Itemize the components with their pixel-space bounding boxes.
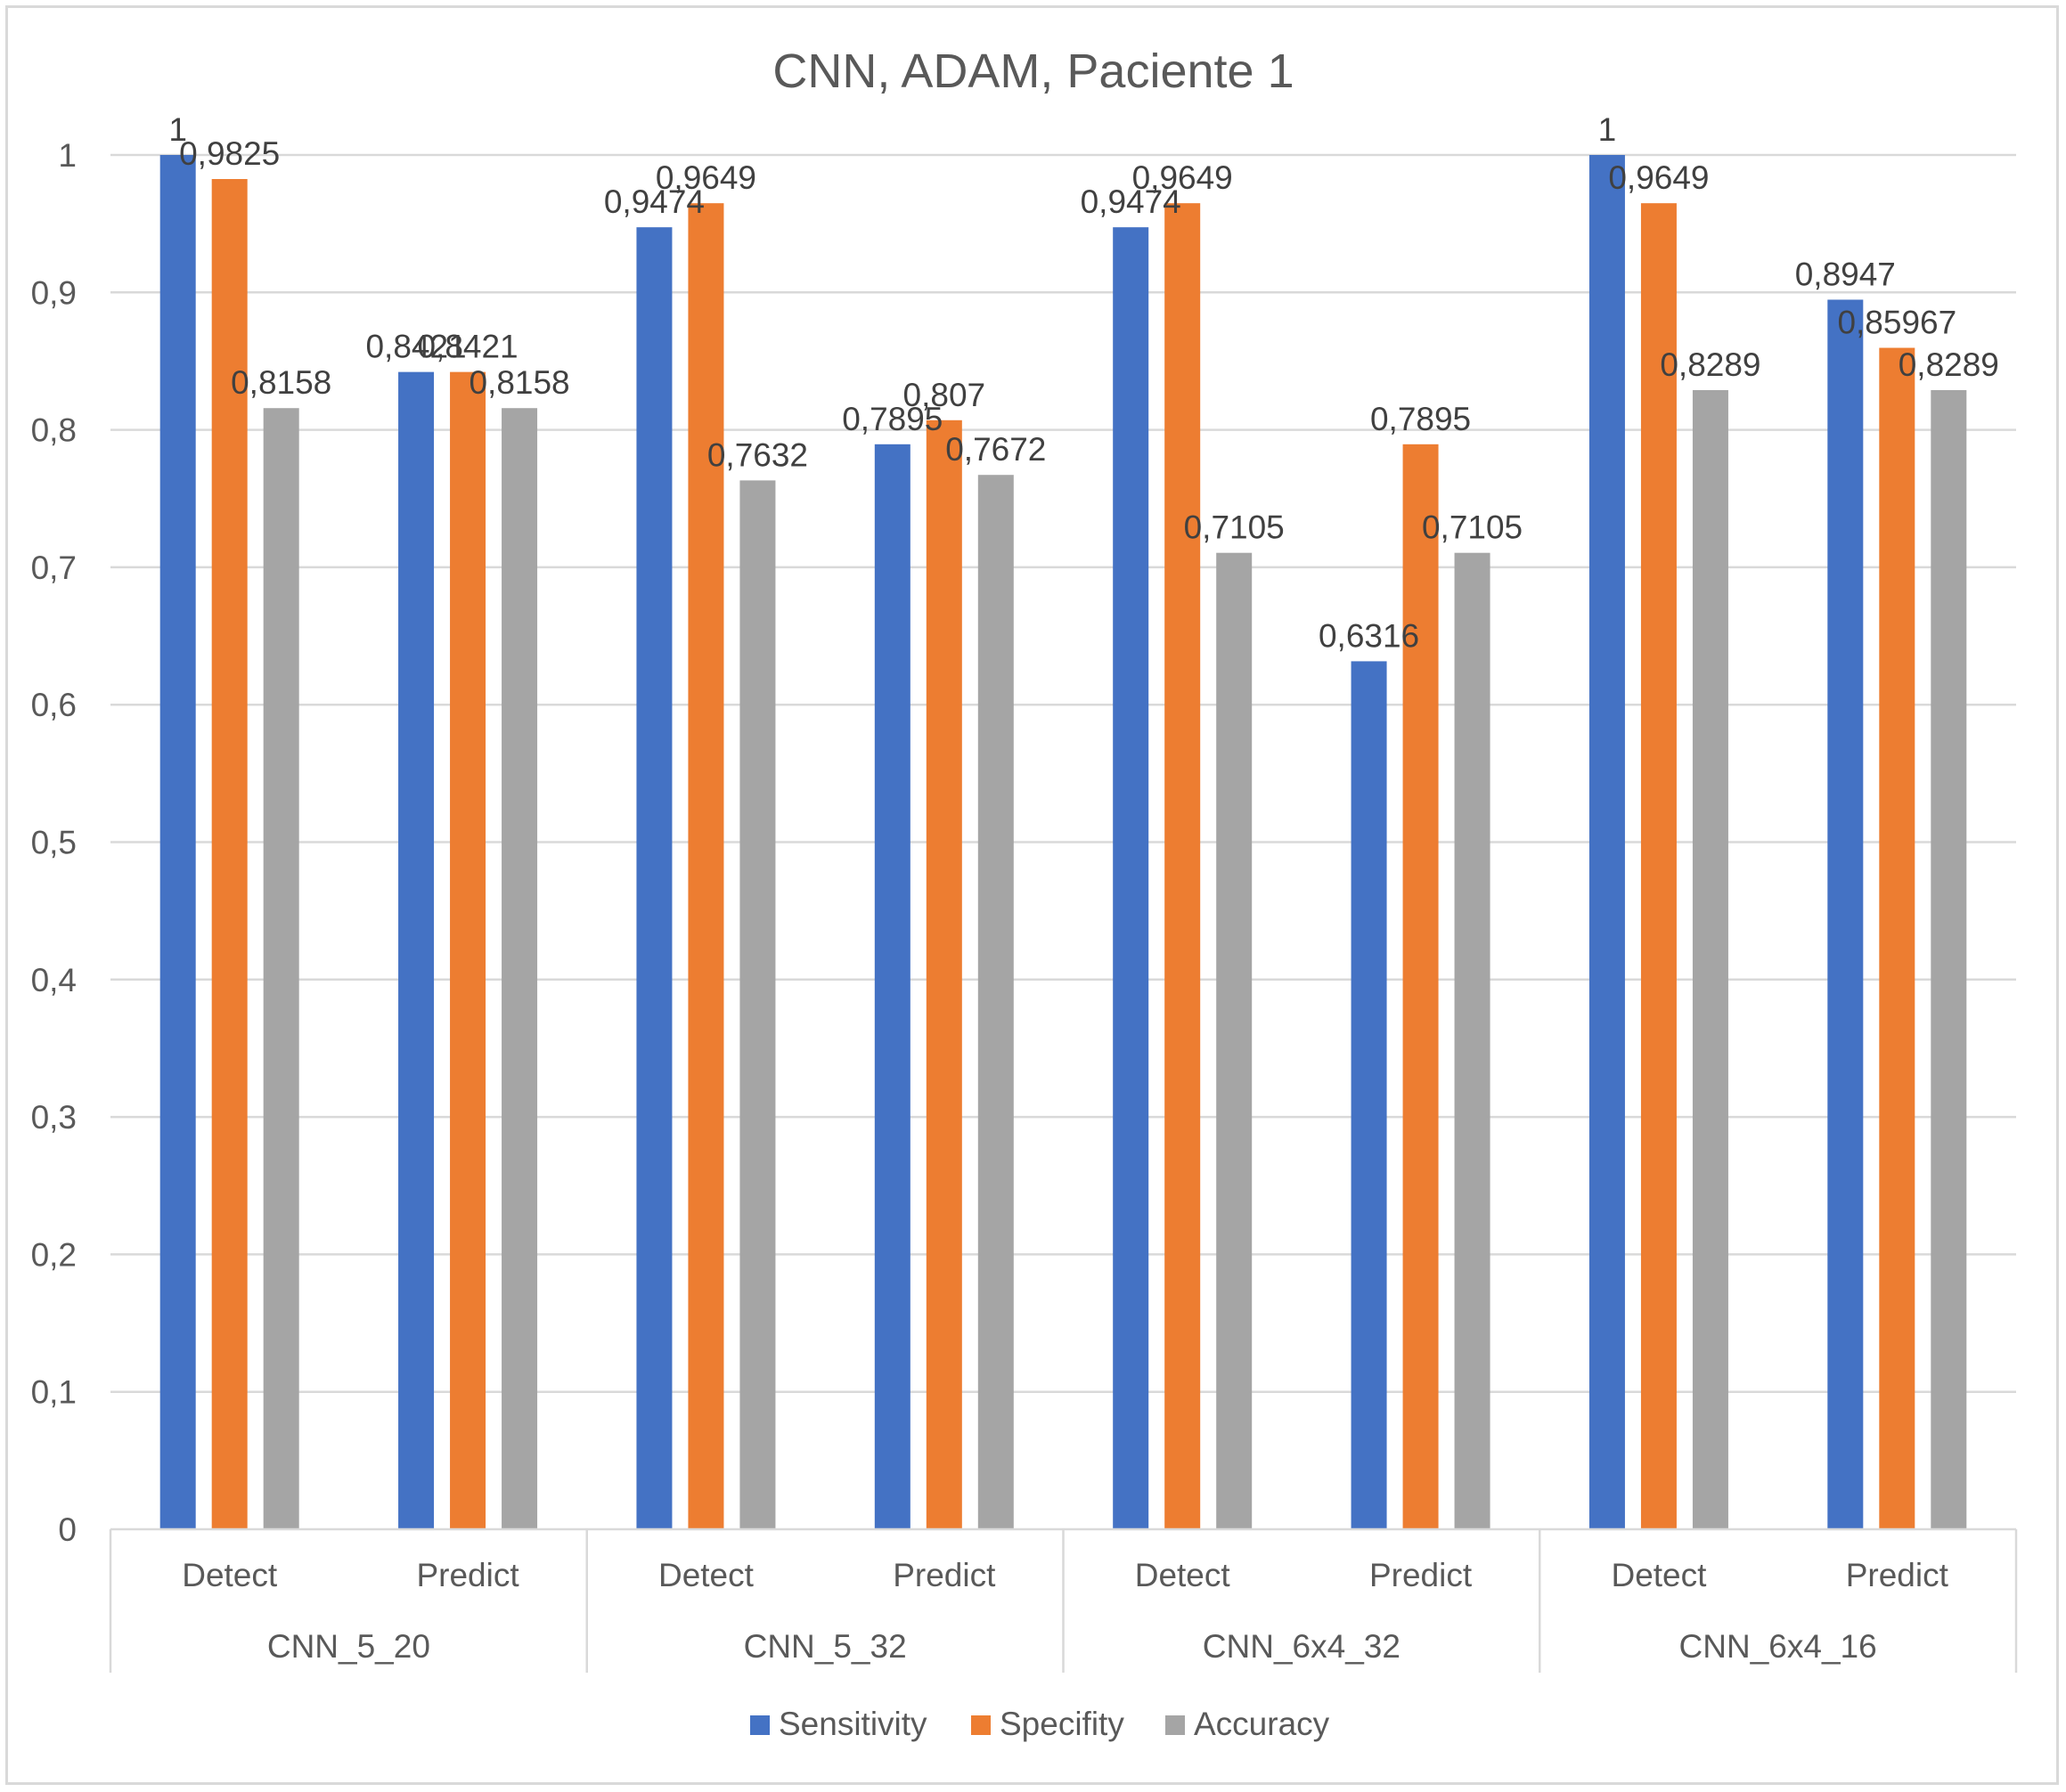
data-label: 0,7632 <box>707 436 808 473</box>
bar <box>1164 203 1201 1529</box>
y-tick-label: 0,8 <box>31 412 77 449</box>
x-group-label: CNN_6x4_16 <box>1679 1628 1877 1665</box>
data-label: 0,7895 <box>842 401 943 437</box>
x-category-label: Detect <box>1611 1557 1707 1593</box>
data-label: 0,9649 <box>656 159 756 196</box>
bar <box>398 371 435 1530</box>
x-category-label: Predict <box>893 1557 996 1593</box>
bar <box>1216 552 1253 1529</box>
legend: Sensitivity Specifity Accuracy <box>750 1706 1330 1742</box>
bar <box>1113 227 1149 1529</box>
bar <box>1692 390 1728 1529</box>
x-group-label: CNN_6x4_32 <box>1203 1628 1400 1665</box>
bar <box>1402 444 1439 1529</box>
data-label: 1 <box>1598 111 1617 148</box>
chart-title: CNN, ADAM, Paciente 1 <box>772 45 1294 98</box>
y-tick-label: 0,4 <box>31 962 77 998</box>
bar <box>926 419 962 1529</box>
bar <box>450 371 486 1530</box>
y-tick-label: 0,6 <box>31 687 77 723</box>
x-category-label: Predict <box>1846 1557 1949 1593</box>
data-label: 0,9825 <box>179 135 280 172</box>
y-tick-label: 0,9 <box>31 274 77 311</box>
legend-label: Sensitivity <box>779 1706 927 1742</box>
data-label: 0,6316 <box>1319 617 1419 654</box>
bar <box>1588 155 1625 1529</box>
bar <box>1879 347 1915 1529</box>
x-category-label: Detect <box>658 1557 755 1593</box>
data-label: 0,8289 <box>1899 346 1999 383</box>
data-label: 0,85967 <box>1837 305 1956 341</box>
legend-swatch <box>971 1715 991 1735</box>
legend-label: Specifity <box>1000 1706 1124 1742</box>
data-label: 0,8158 <box>231 364 331 401</box>
legend-swatch <box>1165 1715 1185 1735</box>
x-axis: Detect Predict CNN_5_20 Detect Predict CNN_5_… <box>109 1527 2018 1673</box>
data-label: 1 <box>168 111 187 148</box>
y-tick-label: 0,5 <box>31 825 77 861</box>
data-label: 0,8947 <box>1795 256 1896 292</box>
x-category-label: Predict <box>416 1557 519 1593</box>
legend-swatch <box>750 1715 770 1735</box>
data-label: 0,8421 <box>417 329 518 365</box>
bars <box>159 155 1967 1530</box>
data-labels: 1 0,8421 0,9474 0,7895 0,9474 0,6316 1 0,8947 0,… <box>168 111 1999 654</box>
bar <box>1454 552 1490 1529</box>
bar <box>636 227 673 1529</box>
bar <box>739 480 776 1530</box>
data-label: 0,7895 <box>1370 401 1471 437</box>
x-category-label: Detect <box>1135 1557 1231 1593</box>
y-tick-label: 1 <box>58 137 77 174</box>
y-tick-label: 0,7 <box>31 550 77 586</box>
x-category-label: Predict <box>1369 1557 1473 1593</box>
y-axis-ticks: 0 0,1 0,2 0,3 0,4 0,5 0,6 0,7 0,8 0,9 1 <box>31 137 77 1548</box>
bar <box>502 408 538 1530</box>
data-label: 0,807 <box>903 377 986 413</box>
y-tick-label: 0,1 <box>31 1374 77 1411</box>
data-label: 0,8421 <box>365 329 466 365</box>
x-category-label: Detect <box>182 1557 278 1593</box>
data-label: 0,9474 <box>1081 183 1181 220</box>
legend-label: Accuracy <box>1194 1706 1330 1742</box>
data-label: 0,9474 <box>604 183 705 220</box>
x-group-label: CNN_5_20 <box>267 1628 430 1665</box>
bar <box>874 444 911 1529</box>
y-tick-label: 0,3 <box>31 1099 77 1136</box>
data-label: 0,9649 <box>1132 159 1233 196</box>
bar <box>263 408 299 1530</box>
bar <box>1351 661 1387 1529</box>
bar <box>977 475 1014 1529</box>
bar <box>159 155 196 1529</box>
x-group-label: CNN_5_32 <box>744 1628 907 1665</box>
y-tick-label: 0 <box>58 1511 77 1548</box>
bar <box>688 203 724 1529</box>
data-label: 0,9649 <box>1608 159 1709 196</box>
data-label: 0,7105 <box>1422 509 1523 546</box>
bar <box>1827 299 1864 1529</box>
data-label: 0,7672 <box>945 431 1046 468</box>
bar <box>1640 203 1677 1529</box>
data-label: 0,8158 <box>469 364 569 401</box>
y-tick-label: 0,2 <box>31 1236 77 1273</box>
data-label: 0,7105 <box>1184 509 1285 546</box>
data-label: 0,8289 <box>1660 346 1760 383</box>
bar <box>1931 390 1967 1529</box>
bar <box>211 179 248 1530</box>
